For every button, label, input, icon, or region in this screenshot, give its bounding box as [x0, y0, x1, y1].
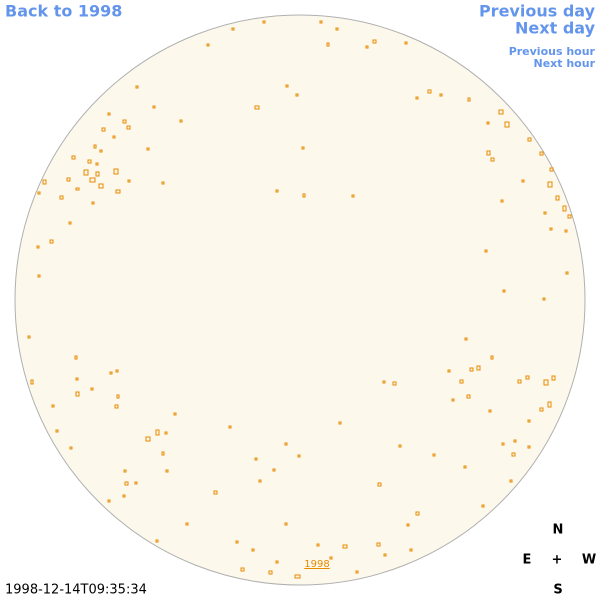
timestamp: 1998-12-14T09:35:34 [5, 583, 147, 598]
compass-west: W [582, 553, 596, 568]
previous-day-link[interactable]: Previous day [479, 2, 596, 21]
year-link[interactable]: 1998 [304, 559, 329, 570]
compass-south: S [553, 583, 562, 598]
back-link[interactable]: Back to 1998 [5, 2, 122, 21]
next-hour-link[interactable]: Next hour [534, 57, 596, 70]
solar-disk [14, 14, 586, 586]
compass-east: E [523, 553, 532, 568]
contours [27, 20, 572, 579]
compass-center: + [552, 553, 563, 568]
next-day-link[interactable]: Next day [515, 19, 596, 38]
previous-hour-link[interactable]: Previous hour [509, 45, 596, 58]
compass-north: N [553, 523, 564, 538]
